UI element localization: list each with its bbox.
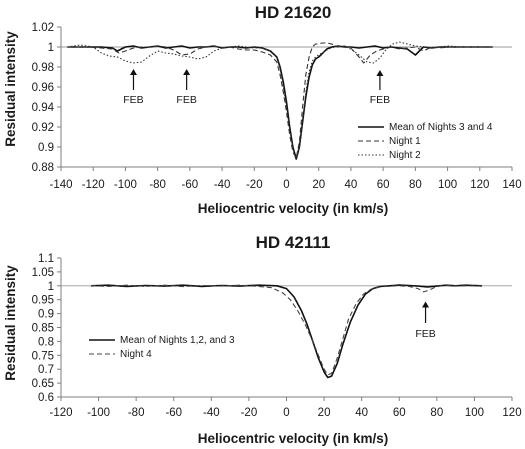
chart2-xtick-label: 40 [355,407,368,419]
chart2-xtick-label: 100 [465,407,484,419]
chart1-feb-label-2: FEB [370,94,390,106]
chart2-title: HD 42111 [256,233,331,252]
chart2-ytick-label: 0.85 [32,323,54,335]
chart1-ytick-label: 0.88 [32,162,54,174]
chart2-ytick-label: 0.9 [38,309,54,321]
chart1-xtick-label: -140 [49,179,72,191]
chart1-ytick-label: 0.94 [32,102,55,114]
chart1-xtick-label: -120 [82,179,105,191]
chart2-xtick-label: 20 [318,407,331,419]
chart2-xlabel: Heliocentric velocity (in km/s) [198,431,389,446]
chart2-xtick-label: 60 [393,407,406,419]
chart2-series-1-line [91,284,482,376]
chart1-ytick-label: 0.98 [32,62,54,74]
chart2-ytick-label: 0.95 [32,295,54,307]
chart2-xtick-label: -100 [87,407,110,419]
chart1-legend-label-1: Night 1 [389,136,421,147]
chart1-xtick-label: 140 [502,179,521,191]
chart2-xtick-label: -60 [165,407,182,419]
chart1-feb-arrowhead-0 [129,69,137,75]
chart1-xtick-label: 20 [312,179,325,191]
chart2-xtick-label: -120 [49,407,72,419]
chart2-ytick-label: 1 [48,281,54,293]
chart1-feb-label-0: FEB [123,94,143,106]
chart1-feb-label-1: FEB [176,94,196,106]
chart1-xtick-label: -40 [214,179,231,191]
chart2-ytick-label: 0.8 [38,336,54,348]
chart1-xtick-label: 40 [345,179,358,191]
chart2-xtick-label: -40 [203,407,220,419]
chart2-xtick-label: -80 [128,407,145,419]
chart1-ytick-label: 0.96 [32,82,54,94]
chart1-legend-label-2: Night 2 [389,150,421,161]
chart1-xtick-label: 0 [283,179,289,191]
chart1-feb-arrowhead-1 [183,69,191,75]
chart1-xtick-label: 80 [409,179,422,191]
chart2-series-0-line [91,284,482,379]
chart2-legend-label-1: Night 4 [120,349,152,360]
chart1-xtick-label: 120 [470,179,489,191]
chart2-ytick-label: 0.65 [32,378,54,390]
chart1-series-2-line [67,41,493,158]
chart1-xtick-label: 60 [377,179,390,191]
chart1-series-1-line [67,42,493,159]
chart1-ytick-label: 0.9 [38,142,54,154]
chart2-ytick-label: 0.75 [32,350,54,362]
chart1-legend-label-0: Mean of Nights 3 and 4 [389,122,493,133]
chart2-legend-label-0: Mean of Nights 1,2, and 3 [120,335,235,346]
chart1-ylabel: Residual intensity [3,31,18,147]
chart1-xtick-label: 100 [438,179,457,191]
chart2-xtick-label: 0 [283,407,289,419]
chart2-feb-label-0: FEB [415,328,435,340]
chart1-xtick-label: -60 [182,179,199,191]
chart1-xtick-label: -20 [246,179,263,191]
chart1-title: HD 21620 [255,3,332,22]
chart2-xtick-label: 120 [502,407,521,419]
chart2-ylabel: Residual intensity [3,265,18,381]
chart1-ytick-label: 1.02 [32,22,54,34]
chart1-xtick-label: -100 [114,179,137,191]
chart2-xtick-label: -20 [241,407,258,419]
chart2-ytick-label: 0.7 [38,364,54,376]
chart1-xtick-label: -80 [149,179,166,191]
chart2-ytick-label: 1.05 [32,267,54,279]
chart1-feb-arrowhead-2 [376,70,384,76]
chart1-ytick-label: 0.92 [32,122,54,134]
chart1-xlabel: Heliocentric velocity (in km/s) [198,201,389,216]
chart2-ytick-label: 0.6 [38,392,54,404]
chart1-ytick-label: 1 [48,42,54,54]
chart2-feb-arrowhead-0 [422,301,430,308]
chart2-xtick-label: 80 [430,407,443,419]
chart2-ytick-label: 1.1 [38,253,54,265]
